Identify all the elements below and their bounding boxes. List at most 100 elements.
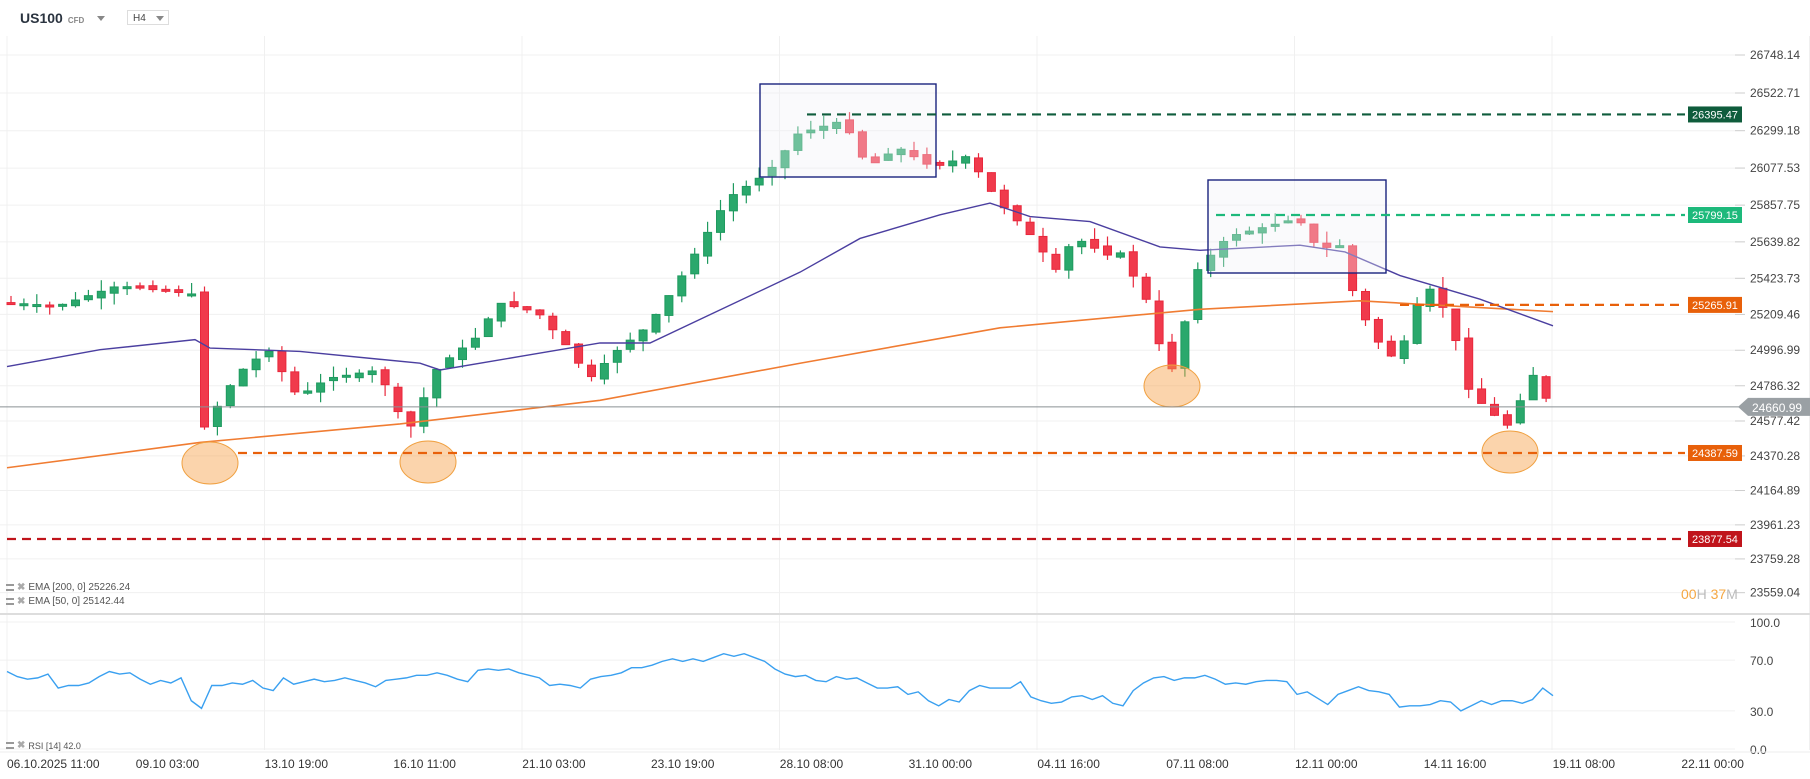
candle bbox=[1051, 253, 1061, 270]
candle bbox=[832, 121, 842, 129]
candle bbox=[1232, 234, 1241, 241]
candle bbox=[948, 160, 958, 167]
current-price: 24660.99 bbox=[1752, 401, 1802, 415]
time-axis-label: 09.10 03:00 bbox=[136, 757, 200, 771]
candle bbox=[1348, 245, 1358, 292]
grid bbox=[0, 36, 1810, 750]
time-axis-label: 31.10 00:00 bbox=[909, 757, 973, 771]
symbol-name: US100 bbox=[20, 10, 63, 26]
close-icon[interactable]: ✖ bbox=[17, 596, 26, 607]
support-ellipse bbox=[181, 441, 239, 485]
level-price: 23877.54 bbox=[1692, 534, 1738, 546]
candle bbox=[974, 157, 983, 173]
price-axis-label: 23759.28 bbox=[1750, 552, 1800, 566]
ema50-line bbox=[6, 202, 1554, 371]
time-axis-label: 06.10.2025 11:00 bbox=[7, 757, 100, 771]
ema50-label: EMA [50, 0] 25142.44 bbox=[28, 596, 125, 607]
candle bbox=[1154, 300, 1164, 345]
candle bbox=[496, 302, 506, 322]
price-axis-label: 25857.75 bbox=[1750, 198, 1800, 212]
candle bbox=[716, 210, 725, 233]
time-axis-label: 23.10 19:00 bbox=[651, 757, 715, 771]
candle bbox=[986, 172, 996, 192]
settings-icon[interactable] bbox=[6, 598, 14, 605]
time-axis-label: 19.11 08:00 bbox=[1553, 757, 1616, 771]
candle bbox=[1025, 221, 1035, 236]
candle bbox=[1038, 235, 1048, 253]
price-axis-label: 25639.82 bbox=[1750, 235, 1800, 249]
close-icon[interactable]: ✖ bbox=[17, 740, 26, 751]
candle bbox=[406, 411, 416, 427]
time-axis-label: 13.10 19:00 bbox=[265, 757, 329, 771]
candle bbox=[329, 376, 338, 382]
candle bbox=[148, 285, 158, 291]
candle bbox=[896, 148, 906, 156]
candle bbox=[1451, 308, 1461, 342]
candle bbox=[1425, 288, 1435, 308]
range-box bbox=[759, 83, 937, 178]
time-axis-label: 04.11 16:00 bbox=[1037, 757, 1100, 771]
candle bbox=[1115, 252, 1125, 258]
candle bbox=[1077, 240, 1087, 248]
price-axis-label: 26522.71 bbox=[1750, 86, 1800, 100]
candle bbox=[393, 386, 403, 413]
candle bbox=[109, 286, 119, 294]
legend-ema200: ✖ EMA [200, 0] 25226.24 bbox=[6, 582, 130, 593]
candle bbox=[367, 370, 377, 376]
candle bbox=[174, 289, 184, 293]
candle bbox=[857, 131, 867, 158]
candle bbox=[1464, 337, 1474, 390]
candle bbox=[45, 304, 55, 308]
candle bbox=[1477, 388, 1487, 404]
candle bbox=[612, 349, 622, 363]
candle bbox=[483, 318, 493, 338]
level-price: 24387.59 bbox=[1692, 448, 1738, 460]
legend-rsi: ✖ RSI [14] 42.0 bbox=[6, 740, 81, 751]
candle bbox=[354, 372, 364, 379]
countdown-hours: 00 bbox=[1681, 586, 1697, 602]
candle bbox=[200, 291, 209, 428]
candle bbox=[548, 315, 558, 331]
price-axis-label: 23559.04 bbox=[1750, 586, 1800, 600]
candle bbox=[1412, 303, 1422, 344]
price-axis-label: 24786.32 bbox=[1750, 379, 1800, 393]
candle bbox=[225, 385, 235, 407]
candle bbox=[845, 119, 854, 134]
candle bbox=[1103, 245, 1112, 256]
candle bbox=[1167, 341, 1177, 370]
candle bbox=[458, 347, 467, 361]
candle bbox=[961, 156, 971, 164]
price-axis-label: 25423.73 bbox=[1750, 271, 1800, 285]
timeframe-select[interactable]: H4 bbox=[127, 10, 169, 25]
candle bbox=[212, 405, 222, 427]
candle bbox=[651, 313, 661, 333]
candle bbox=[1502, 414, 1512, 426]
symbol-selector[interactable]: US100 CFD bbox=[20, 10, 106, 26]
time-axis-label: 12.11 00:00 bbox=[1295, 757, 1358, 771]
level-badge bbox=[1688, 444, 1742, 461]
candle bbox=[574, 343, 584, 364]
settings-icon[interactable] bbox=[6, 584, 14, 591]
level-badge bbox=[1688, 106, 1742, 123]
candle bbox=[870, 156, 880, 164]
candle bbox=[1257, 227, 1267, 234]
time-axis-label: 28.10 08:00 bbox=[780, 757, 844, 771]
price-axis-label: 24577.42 bbox=[1750, 414, 1800, 428]
price-axis-label: 26748.14 bbox=[1750, 48, 1800, 62]
countdown-m: M bbox=[1726, 586, 1738, 602]
candle bbox=[6, 302, 16, 306]
candle bbox=[32, 304, 42, 308]
rsi-axis-label: 100.0 bbox=[1750, 616, 1780, 630]
rsi-line bbox=[6, 653, 1554, 712]
time-axis-label: 14.11 16:00 bbox=[1424, 757, 1487, 771]
candle bbox=[290, 371, 300, 393]
candle bbox=[1244, 230, 1254, 235]
candle bbox=[445, 357, 455, 368]
support-ellipse bbox=[1143, 364, 1201, 408]
candle bbox=[1361, 290, 1370, 321]
close-icon[interactable]: ✖ bbox=[17, 582, 26, 593]
candle bbox=[1322, 242, 1332, 248]
settings-icon[interactable] bbox=[6, 742, 14, 749]
candle bbox=[587, 364, 596, 378]
